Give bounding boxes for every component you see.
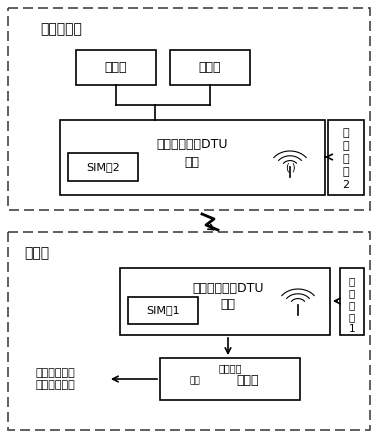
Bar bbox=[8, 8, 370, 210]
Text: 模块: 模块 bbox=[220, 299, 235, 311]
Text: 1: 1 bbox=[349, 324, 355, 334]
Bar bbox=[128, 297, 198, 324]
Text: 源: 源 bbox=[343, 141, 349, 151]
Text: 2: 2 bbox=[342, 180, 350, 190]
Bar bbox=[60, 120, 325, 195]
Bar bbox=[68, 153, 138, 181]
Bar bbox=[8, 232, 370, 430]
Text: SIM卡1: SIM卡1 bbox=[146, 305, 180, 315]
Text: 模块: 模块 bbox=[184, 155, 200, 168]
Text: 块: 块 bbox=[343, 167, 349, 177]
Text: 指示灯: 指示灯 bbox=[105, 61, 127, 74]
Bar bbox=[120, 268, 330, 335]
Text: 第一无线终端DTU: 第一无线终端DTU bbox=[192, 281, 264, 295]
Text: 线圈: 线圈 bbox=[190, 377, 200, 385]
Text: 与电源开关动
力输出端连接: 与电源开关动 力输出端连接 bbox=[35, 368, 75, 390]
Bar bbox=[76, 50, 156, 85]
Text: 模: 模 bbox=[343, 154, 349, 164]
Text: 电: 电 bbox=[349, 276, 355, 286]
Text: 电磁站: 电磁站 bbox=[24, 246, 49, 260]
Text: 源: 源 bbox=[349, 288, 355, 298]
Text: 电: 电 bbox=[343, 128, 349, 138]
Bar bbox=[170, 50, 250, 85]
Bar bbox=[340, 268, 364, 335]
Text: SIM卡2: SIM卡2 bbox=[86, 162, 120, 172]
Bar bbox=[160, 358, 300, 400]
Text: 块: 块 bbox=[349, 312, 355, 322]
Text: 蜂鸣器: 蜂鸣器 bbox=[199, 61, 221, 74]
Bar bbox=[328, 120, 364, 195]
Text: 离开接点: 离开接点 bbox=[218, 363, 242, 373]
Text: 模: 模 bbox=[349, 300, 355, 310]
Text: 第二无线终端DTU: 第二无线终端DTU bbox=[156, 139, 228, 152]
Text: (·): (·) bbox=[285, 162, 295, 172]
Text: 电气值班室: 电气值班室 bbox=[40, 22, 82, 36]
Text: 继电器: 继电器 bbox=[237, 374, 259, 388]
